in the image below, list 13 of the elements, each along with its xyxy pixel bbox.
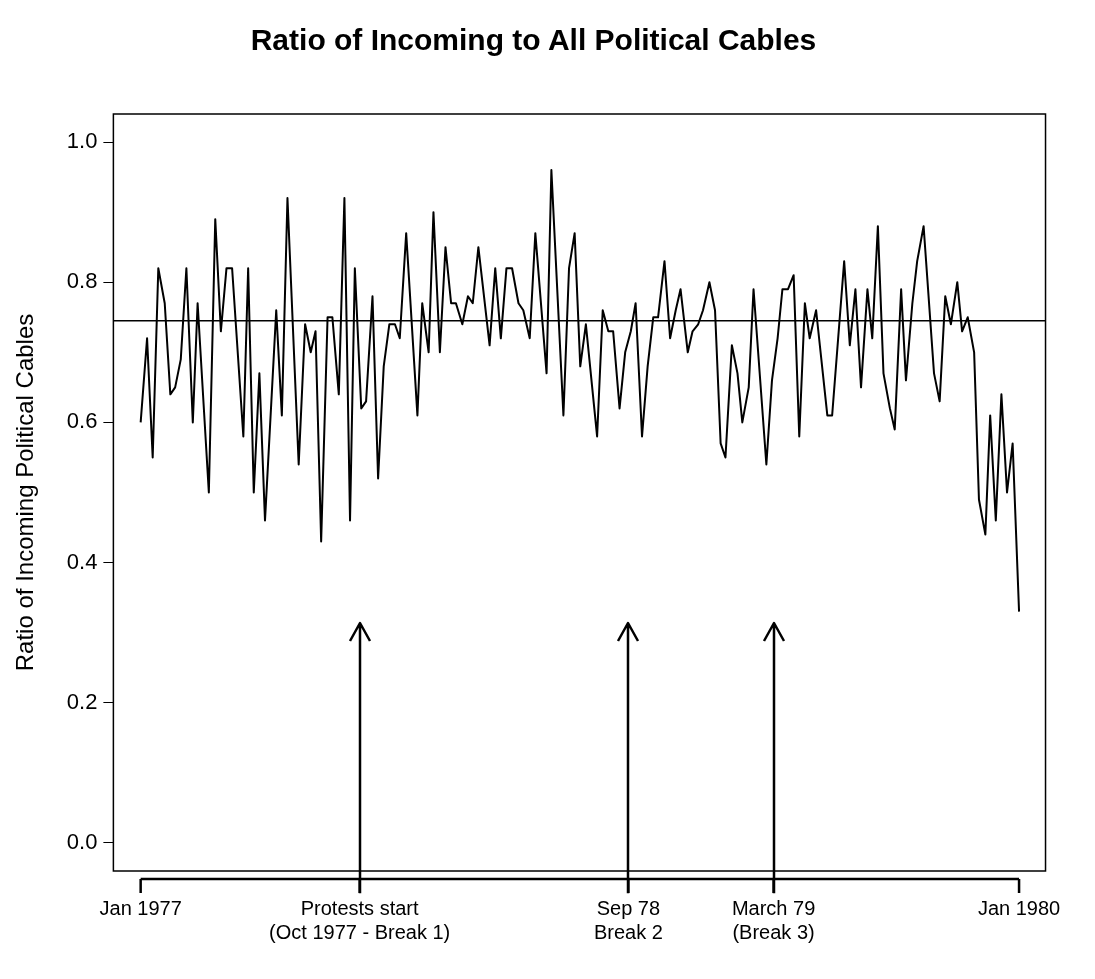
x-tick-label: Sep 78 Break 2 [593,896,663,943]
x-tick-label: Jan 1980 [977,896,1061,919]
y-tick-label: 0.8 [66,268,98,294]
chart-title: Ratio of Incoming to All Political Cables [250,23,817,57]
y-tick-label: 0.2 [66,688,98,714]
x-tick-label: March 79 (Break 3) [731,896,816,943]
x-tick-label: Protests start (Oct 1977 - Break 1) [269,896,451,943]
x-tick-label: Jan 1977 [99,896,182,919]
y-tick-label: 1.0 [66,128,98,154]
y-tick-label: 0.4 [66,548,98,574]
y-axis-title: Ratio of Incoming Political Cables [11,313,39,672]
y-tick-label: 0.6 [66,408,98,434]
y-tick-label: 0.0 [66,829,98,855]
